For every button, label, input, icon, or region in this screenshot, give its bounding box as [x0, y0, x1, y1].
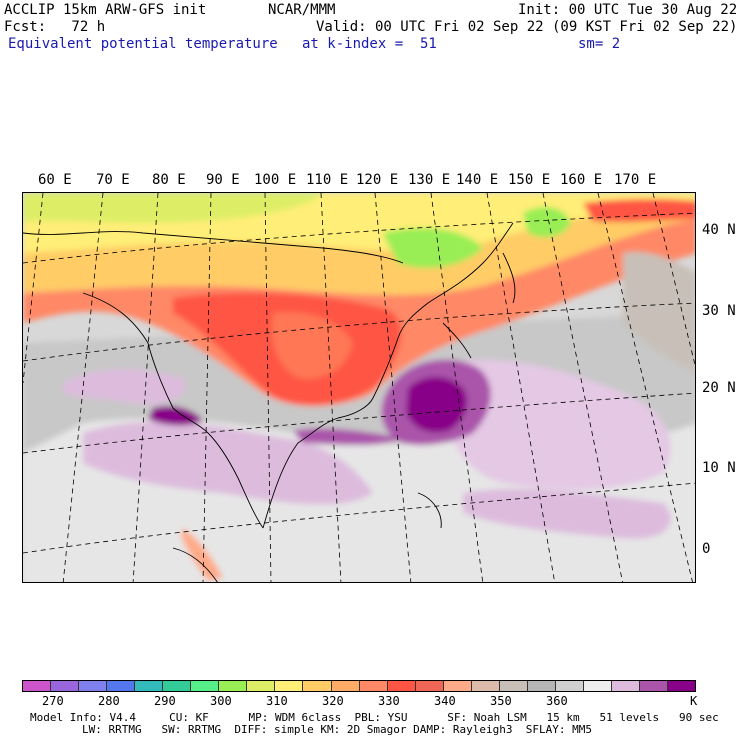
institution-label: NCAR/MMM	[268, 2, 336, 18]
colorbar-tick-label: 280	[98, 694, 120, 708]
latitude-label: 20 N	[702, 380, 736, 396]
colorbar-swatch	[527, 681, 556, 691]
longitude-label: 80 E	[152, 172, 186, 188]
k-index-label: at k-index = 51	[302, 36, 437, 52]
colorbar-swatch	[107, 681, 136, 691]
field-name: Equivalent potential temperature	[8, 36, 278, 52]
colorbar-tick-label: 310	[266, 694, 288, 708]
colorbar-swatch	[471, 681, 500, 691]
colorbar-swatch	[303, 681, 332, 691]
smoothing-label: sm= 2	[578, 36, 621, 52]
longitude-label: 100 E	[254, 172, 297, 188]
longitude-label: 150 E	[508, 172, 551, 188]
colorbar	[22, 680, 696, 692]
colorbar-tick-label: K	[690, 694, 698, 708]
colorbar-swatch	[611, 681, 641, 691]
longitude-label: 170 E	[614, 172, 657, 188]
colorbar-swatch	[415, 681, 444, 691]
longitude-label: 60 E	[38, 172, 72, 188]
colorbar-swatch	[219, 681, 248, 691]
colorbar-swatch	[135, 681, 164, 691]
model-info-line1: Model Info: V4.4 CU: KF MP: WDM 6class P…	[30, 711, 719, 724]
colorbar-swatch	[79, 681, 108, 691]
colorbar-swatch	[191, 681, 220, 691]
forecast-hour: Fcst: 72 h	[4, 19, 106, 35]
latitude-label: 0	[702, 541, 711, 557]
colorbar-tick-label: 360	[546, 694, 568, 708]
colorbar-swatch	[443, 681, 472, 691]
colorbar-swatch	[640, 681, 669, 691]
colorbar-swatch	[163, 681, 192, 691]
colorbar-tick-label: 300	[210, 694, 232, 708]
map-panel	[22, 192, 696, 583]
colorbar-tick-label: 270	[42, 694, 64, 708]
init-time: Init: 00 UTC Tue 30 Aug 22	[518, 2, 738, 18]
longitude-label: 70 E	[96, 172, 130, 188]
colorbar-swatch	[499, 681, 528, 691]
theta-e-field-map	[23, 193, 695, 582]
longitude-label: 110 E	[306, 172, 349, 188]
colorbar-swatch	[555, 681, 584, 691]
longitude-label: 90 E	[206, 172, 240, 188]
colorbar-tick-label: 330	[378, 694, 400, 708]
colorbar-swatch	[51, 681, 80, 691]
valid-time: Valid: 00 UTC Fri 02 Sep 22 (09 KST Fri …	[316, 19, 738, 35]
longitude-label: 160 E	[560, 172, 603, 188]
colorbar-tick-label: 350	[490, 694, 512, 708]
graticule	[23, 193, 695, 582]
longitude-label: 140 E	[456, 172, 499, 188]
colorbar-swatch	[387, 681, 416, 691]
colorbar-swatch	[668, 681, 696, 691]
model-title: ACCLIP 15km ARW-GFS init	[4, 2, 207, 18]
colorbar-tick-label: 290	[154, 694, 176, 708]
latitude-label: 30 N	[702, 303, 736, 319]
colorbar-tick-label: 320	[322, 694, 344, 708]
colorbar-swatch	[275, 681, 304, 691]
longitude-label: 130 E	[408, 172, 451, 188]
colorbar-tick-label: 340	[434, 694, 456, 708]
colorbar-swatch	[23, 681, 52, 691]
coastline-outline	[23, 222, 516, 582]
colorbar-swatch	[583, 681, 612, 691]
longitude-label: 120 E	[356, 172, 399, 188]
colorbar-swatch	[247, 681, 276, 691]
model-info-line2: LW: RRTMG SW: RRTMG DIFF: simple KM: 2D …	[82, 723, 592, 736]
colorbar-swatch	[331, 681, 360, 691]
colorbar-swatch	[359, 681, 388, 691]
latitude-label: 10 N	[702, 460, 736, 476]
latitude-label: 40 N	[702, 222, 736, 238]
